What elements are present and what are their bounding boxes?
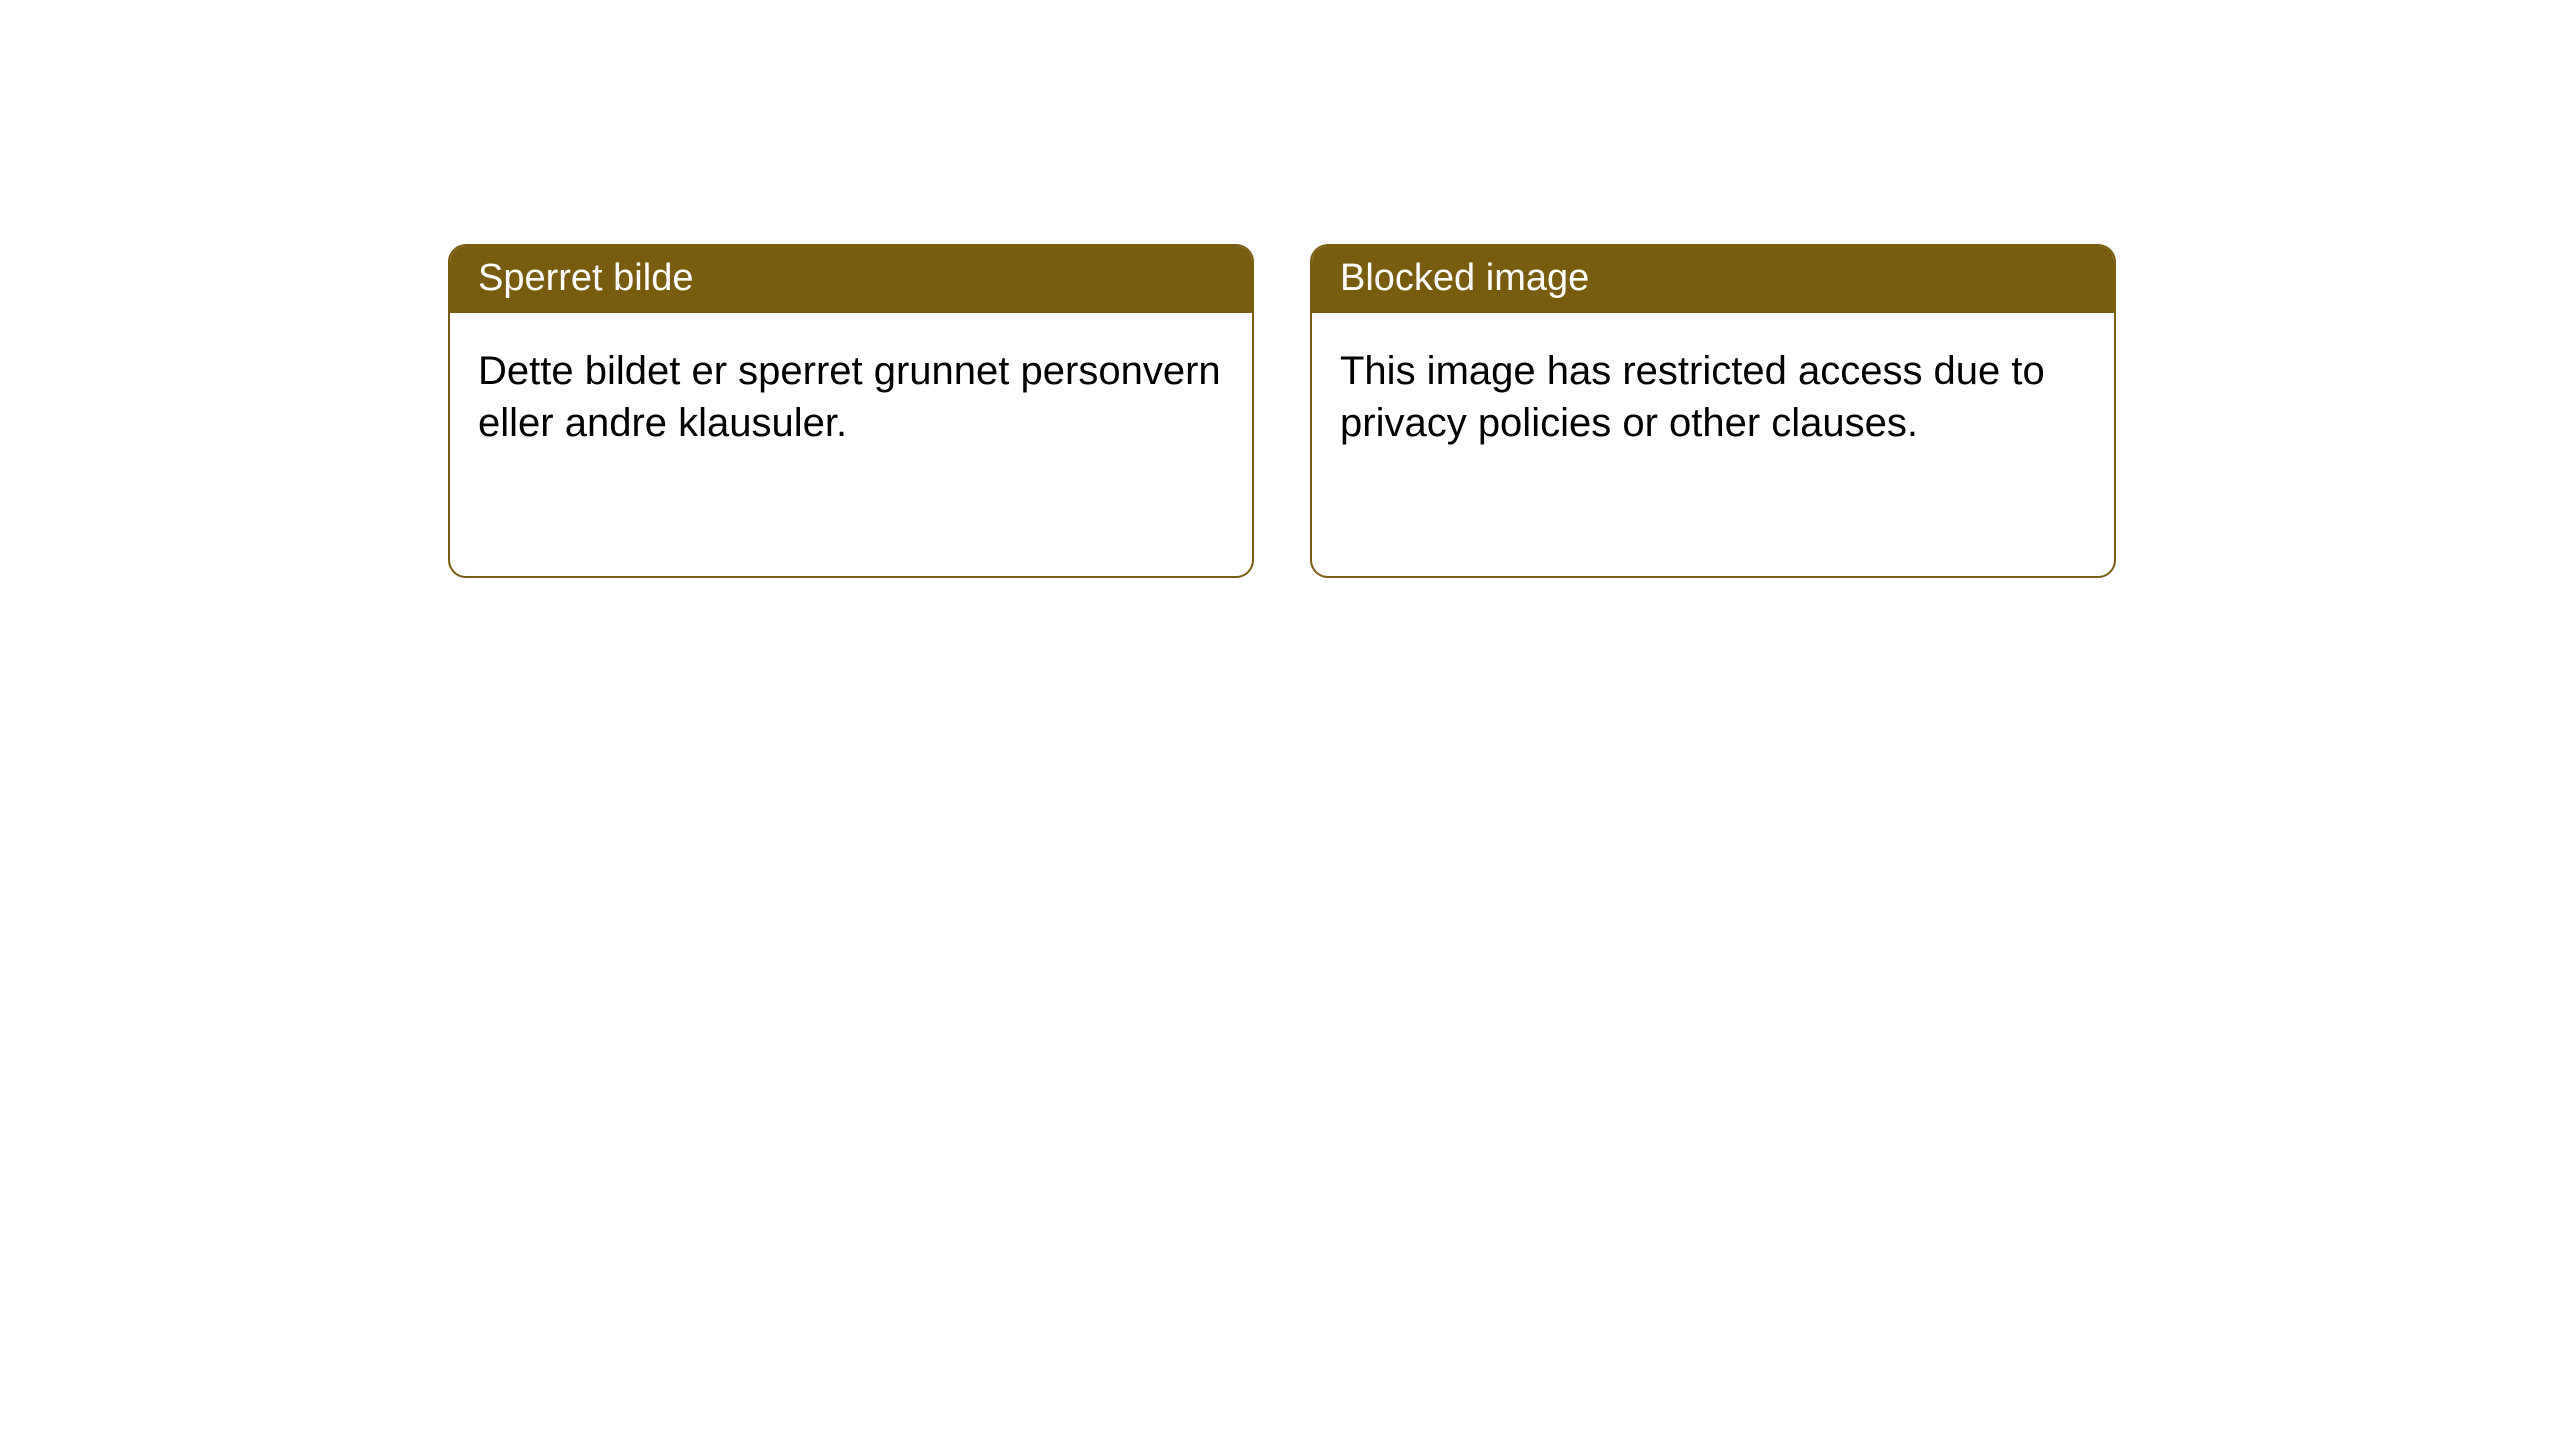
card-body-text: This image has restricted access due to … [1340,349,2045,445]
card-body: This image has restricted access due to … [1312,313,2114,477]
card-header: Sperret bilde [450,246,1252,313]
card-title: Sperret bilde [478,257,693,299]
notice-card-english: Blocked image This image has restricted … [1310,244,2116,578]
card-header: Blocked image [1312,246,2114,313]
card-body-text: Dette bildet er sperret grunnet personve… [478,349,1221,445]
notice-container: Sperret bilde Dette bildet er sperret gr… [0,0,2560,578]
card-title: Blocked image [1340,257,1589,299]
notice-card-norwegian: Sperret bilde Dette bildet er sperret gr… [448,244,1254,578]
card-body: Dette bildet er sperret grunnet personve… [450,313,1252,477]
